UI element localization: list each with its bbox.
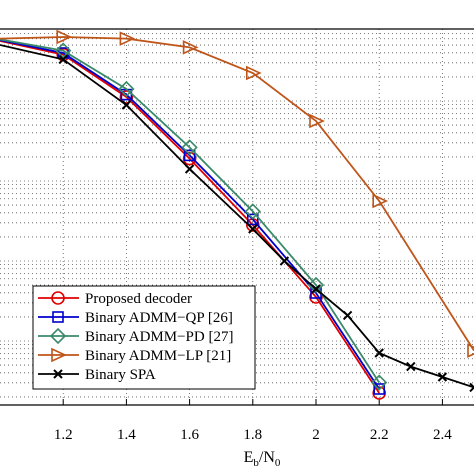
- series-4-point-1: [58, 54, 68, 65]
- legend: Proposed decoder Binary ADMM−QP [26] Binar…: [32, 285, 256, 390]
- series-3: [0, 29, 474, 358]
- series-4: [0, 44, 474, 393]
- series-3-point-4: [246, 65, 262, 81]
- series-0-point-2: [119, 90, 134, 104]
- legend-label-3: Binary ADMM−LP [21]: [85, 348, 231, 364]
- series-2-point-4: [244, 203, 261, 220]
- series-4-point-9: [406, 361, 416, 372]
- x-axis-label: Eb/N0: [244, 449, 281, 469]
- series-3-point-2: [119, 31, 136, 46]
- x-tick-labels: 1.2 1.4 1.6 1.8 2 2.2 2.4: [54, 427, 452, 443]
- series-1-point-4: [247, 213, 259, 226]
- series-3-point-1: [56, 29, 73, 45]
- x-axis-label-sub-b: b: [253, 457, 259, 469]
- series-2-point-1: [55, 42, 72, 59]
- series-3-point-7: [467, 343, 474, 358]
- x-tick-label-3: 1.8: [243, 427, 262, 443]
- series-3-point-3: [182, 40, 199, 55]
- series-1-point-6: [373, 383, 386, 395]
- series-group: [0, 29, 474, 400]
- series-1-point-3: [183, 149, 196, 162]
- x-tick-label-4: 2: [312, 427, 320, 443]
- axes: [0, 28, 474, 406]
- series-line-4: [0, 44, 474, 389]
- x-tick-label-0: 1.2: [54, 427, 73, 443]
- legend-marker-3: [51, 347, 67, 363]
- legend-marker-1: [52, 311, 64, 323]
- series-4-point-11: [469, 382, 474, 393]
- series-2-point-5: [307, 276, 325, 294]
- legend-label-0: Proposed decoder: [85, 291, 192, 307]
- series-4-point-8: [374, 348, 384, 358]
- legend-box: [32, 285, 256, 390]
- series-4-point-6: [311, 284, 321, 294]
- legend-marker-4: [53, 369, 63, 379]
- series-2-point-3: [181, 139, 198, 156]
- series-4-point-7: [342, 310, 353, 321]
- x-axis-label-main: E: [244, 449, 254, 466]
- series-2: [0, 38, 388, 391]
- x-tick-label-5: 2.2: [370, 427, 389, 443]
- legend-item-1: Binary ADMM−QP [26]: [38, 310, 233, 326]
- series-2-point-2: [118, 80, 135, 98]
- series-line-3: [0, 36, 474, 352]
- series-0-point-3: [182, 151, 197, 166]
- legend-label-2: Binary ADMM−PD [27]: [85, 329, 233, 345]
- series-4-point-10: [437, 372, 448, 382]
- series-4-point-4: [248, 224, 258, 234]
- series-3-point-6: [372, 193, 389, 209]
- series-0-point-6: [372, 386, 387, 400]
- series-4-point-5: [279, 256, 290, 266]
- x-axis-label-sub-0: 0: [275, 457, 281, 469]
- legend-item-3: Binary ADMM−LP [21]: [38, 347, 231, 364]
- legend-item-2: Binary ADMM−PD [27]: [38, 327, 233, 345]
- grid: [0, 29, 474, 405]
- x-tick-label-6: 2.4: [433, 427, 452, 443]
- legend-label-4: Binary SPA: [85, 367, 156, 383]
- legend-item-4: Binary SPA: [38, 367, 156, 383]
- series-line-0: [0, 40, 380, 394]
- x-tick-label-1: 1.4: [117, 427, 136, 443]
- legend-item-0: Proposed decoder: [38, 291, 192, 307]
- legend-marker-2: [49, 327, 67, 345]
- series-line-2: [0, 38, 380, 384]
- series-2-point-6: [371, 374, 388, 391]
- series-4-point-2: [121, 100, 132, 110]
- series-4-point-3: [184, 164, 195, 174]
- x-tick-label-2: 1.6: [180, 427, 199, 443]
- legend-label-1: Binary ADMM−QP [26]: [85, 310, 233, 326]
- legend-marker-0: [51, 291, 65, 305]
- series-3-point-5: [309, 113, 325, 129]
- x-axis-label-mid: /N: [259, 449, 275, 466]
